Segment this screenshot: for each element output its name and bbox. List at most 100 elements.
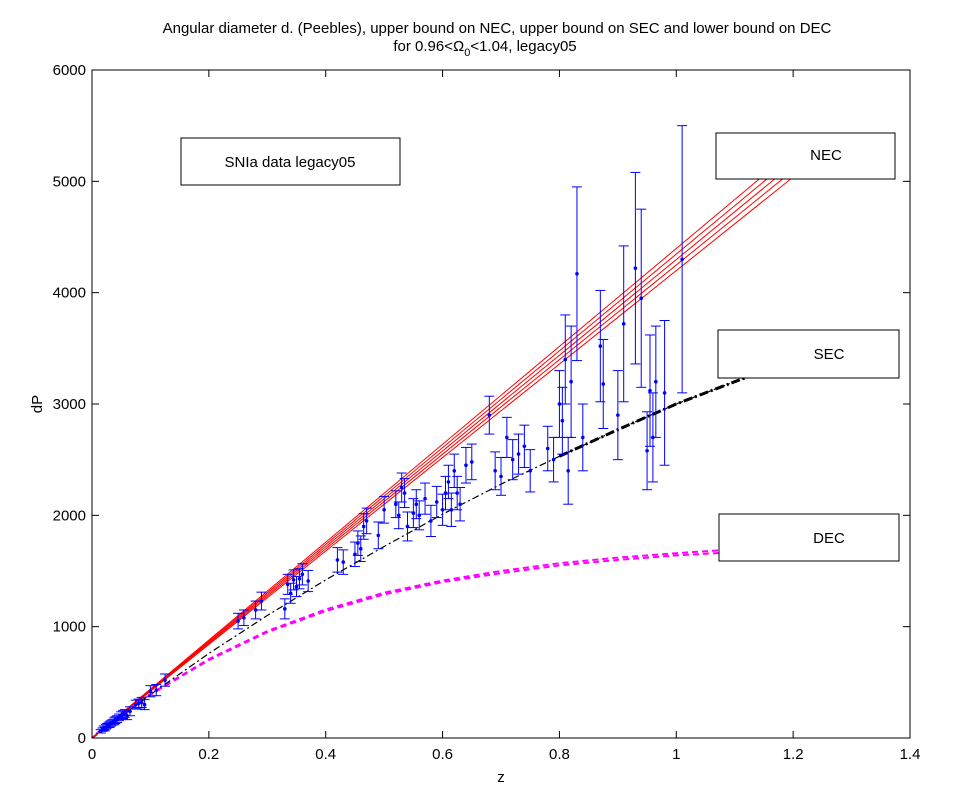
x-tick-label: 1.2 bbox=[783, 746, 804, 763]
x-tick-label: 1 bbox=[672, 746, 680, 763]
data-point bbox=[542, 425, 553, 472]
data-point bbox=[361, 507, 372, 535]
data-marker bbox=[545, 446, 550, 451]
data-point bbox=[560, 314, 571, 405]
data-point bbox=[618, 245, 629, 403]
data-marker bbox=[356, 541, 360, 545]
data-marker bbox=[621, 322, 626, 326]
y-tick-label: 0 bbox=[78, 730, 86, 747]
data-point bbox=[130, 699, 141, 710]
data-marker bbox=[394, 502, 398, 507]
data-marker bbox=[376, 533, 381, 538]
data-marker bbox=[563, 357, 568, 362]
data-point bbox=[151, 684, 162, 697]
data-marker bbox=[423, 496, 427, 501]
data-marker bbox=[505, 435, 509, 440]
data-point bbox=[119, 709, 130, 718]
data-point bbox=[124, 706, 135, 717]
data-marker bbox=[411, 511, 416, 515]
data-marker bbox=[645, 448, 649, 453]
data-marker bbox=[516, 452, 521, 456]
data-point bbox=[250, 600, 261, 620]
data-marker bbox=[399, 485, 404, 490]
data-point bbox=[636, 208, 647, 388]
ticks-layer: 0 0.2 0.4 0.6 0.8 1 1.2 1.4 0 1000 2000 3000 4000 500… bbox=[53, 62, 921, 763]
y-tick-label: 5000 bbox=[53, 173, 86, 190]
data-point bbox=[233, 612, 244, 630]
data-marker bbox=[458, 502, 462, 507]
y-tick-label: 6000 bbox=[53, 62, 86, 79]
nec-curve bbox=[92, 152, 800, 738]
chart-title-line1: Angular diameter d. (Peebles), upper bou… bbox=[163, 20, 832, 37]
x-tick-label: 0.2 bbox=[198, 746, 219, 763]
data-marker bbox=[294, 584, 299, 589]
data-marker bbox=[493, 469, 497, 473]
data-marker bbox=[236, 619, 240, 623]
data-point bbox=[440, 475, 451, 511]
data-point bbox=[303, 569, 314, 593]
data-marker bbox=[616, 413, 620, 417]
data-marker bbox=[242, 615, 246, 620]
data-point bbox=[139, 699, 150, 711]
sec-annotation-box: SEC bbox=[717, 329, 900, 379]
data-point bbox=[373, 521, 384, 550]
data-marker bbox=[306, 579, 310, 583]
data-marker bbox=[510, 457, 515, 462]
data-point bbox=[297, 563, 308, 586]
data-marker bbox=[402, 491, 407, 495]
data-point bbox=[425, 504, 436, 537]
data-marker bbox=[300, 572, 305, 577]
data-point bbox=[449, 453, 460, 488]
x-tick-label: 0 bbox=[88, 746, 96, 763]
data-point bbox=[466, 443, 477, 481]
nec-annotation-text: NEC bbox=[810, 147, 842, 164]
data-marker bbox=[128, 709, 132, 714]
data-point bbox=[446, 492, 457, 527]
data-marker bbox=[487, 413, 492, 417]
data-marker bbox=[654, 379, 658, 384]
data-point bbox=[338, 549, 349, 575]
data-marker bbox=[148, 689, 153, 694]
y-tick-label: 1000 bbox=[53, 619, 86, 636]
data-point bbox=[577, 403, 588, 472]
data-marker bbox=[291, 578, 296, 582]
dec-annotation-text: DEC bbox=[813, 530, 845, 547]
nec-curve bbox=[92, 165, 800, 738]
data-point bbox=[414, 500, 425, 531]
data-marker bbox=[139, 700, 144, 705]
data-point bbox=[513, 433, 524, 475]
data-point bbox=[145, 685, 156, 698]
nec-curve bbox=[92, 172, 800, 738]
dec-annotation-box: DEC bbox=[718, 513, 900, 562]
data-marker bbox=[648, 388, 652, 393]
data-marker bbox=[154, 688, 159, 692]
sec-annotation-frame bbox=[717, 329, 900, 379]
data-annotation-box: SNIa data legacy05 bbox=[180, 137, 401, 186]
data-marker bbox=[361, 524, 366, 529]
data-point bbox=[490, 451, 501, 491]
data-point bbox=[402, 511, 413, 542]
x-tick-label: 0.6 bbox=[432, 746, 453, 763]
data-marker bbox=[560, 418, 565, 423]
data-marker bbox=[136, 701, 141, 706]
data-marker bbox=[581, 435, 585, 440]
nec-annotation-frame bbox=[715, 132, 896, 180]
data-marker bbox=[358, 546, 363, 551]
nec-curve bbox=[92, 158, 800, 738]
data-point bbox=[238, 609, 249, 627]
data-point bbox=[566, 325, 577, 438]
y-axis-label: dP bbox=[29, 395, 46, 413]
data-point bbox=[598, 338, 609, 429]
data-point bbox=[455, 487, 466, 522]
data-point bbox=[659, 320, 670, 466]
data-point bbox=[460, 446, 471, 484]
data-marker bbox=[122, 711, 127, 716]
data-marker bbox=[434, 500, 439, 504]
title-line2-post: <1.04, legacy05 bbox=[470, 38, 576, 55]
data-point bbox=[507, 439, 518, 481]
data-marker bbox=[134, 702, 138, 707]
data-marker bbox=[449, 507, 454, 512]
data-marker bbox=[396, 513, 401, 518]
chart-title-line2: for 0.96<Ω0<1.04, legacy05 bbox=[393, 38, 576, 59]
data-annotation-frame bbox=[180, 137, 401, 186]
